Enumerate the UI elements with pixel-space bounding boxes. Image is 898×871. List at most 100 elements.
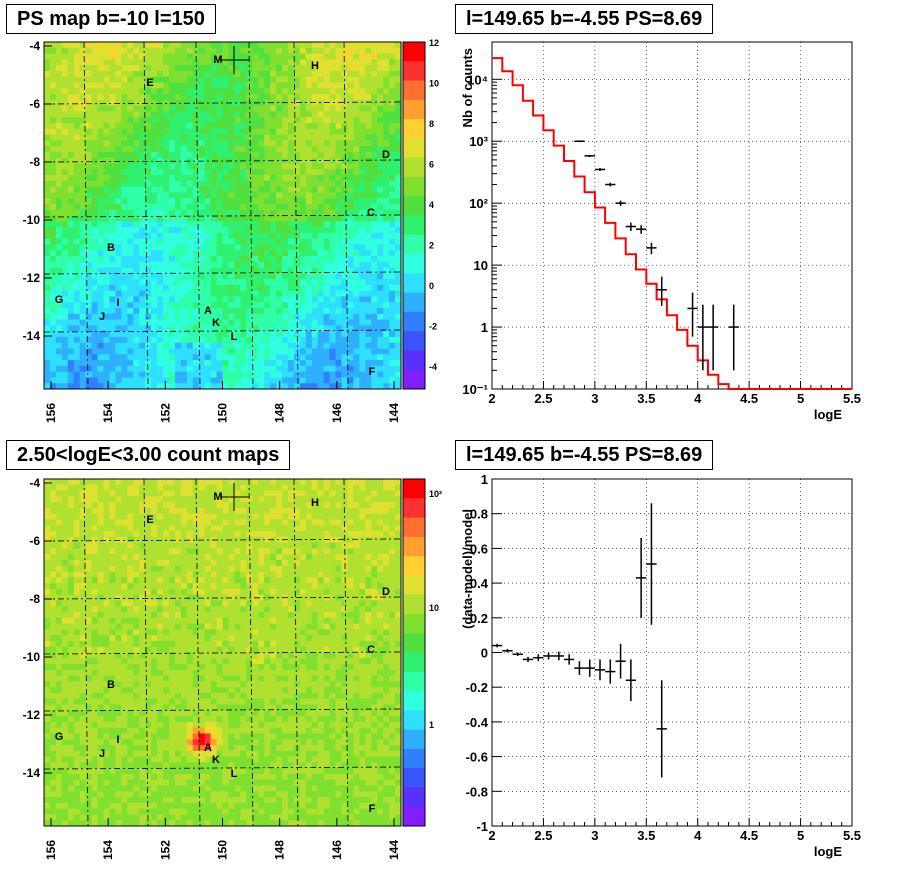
count-source-label-c: C — [367, 644, 375, 656]
residual-x-tick-label: 5 — [797, 828, 804, 843]
residual-y-tick-label: -1 — [476, 819, 488, 834]
ps-map-grid-line — [43, 159, 402, 163]
ps-source-label-e: E — [146, 77, 153, 89]
spectrum-x-tick-label: 2 — [488, 391, 495, 406]
residual-y-tick-label: -0.8 — [466, 784, 488, 799]
spectrum-title: l=149.65 b=-4.55 PS=8.69 — [455, 4, 714, 34]
count-map-y-tick-label: -8 — [29, 592, 40, 606]
count-map-y-tick-label: -12 — [23, 708, 41, 722]
count-map-grid-line — [43, 766, 402, 770]
count-colorbar-cell — [403, 710, 425, 731]
residual-y-tick-label: 0.4 — [470, 576, 489, 591]
ps-colorbar-cell — [403, 273, 425, 294]
ps-colorbar-tick-label: 12 — [429, 38, 439, 48]
ps-map-grid-line — [293, 41, 299, 390]
residual-x-tick-label: 4 — [694, 828, 702, 843]
count-colorbar-tick-label: 10 — [429, 603, 439, 613]
count-colorbar-cell — [403, 806, 425, 827]
count-source-label-f: F — [369, 803, 376, 815]
count-source-label-m: M — [213, 491, 222, 503]
residual-x-tick-label: 3.5 — [637, 828, 655, 843]
residual-y-tick-label: 0.8 — [470, 507, 488, 522]
residual-y-tick-label: 0.6 — [470, 541, 488, 556]
residual-x-tick-label: 5.5 — [843, 828, 861, 843]
spectrum-y-tick-label: 10² — [469, 196, 488, 211]
ps-colorbar-cell — [403, 350, 425, 371]
count-colorbar-cell — [403, 479, 425, 499]
spectrum-y-tick-label: 10⁻¹ — [462, 382, 488, 397]
spectrum-x-tick-label: 5 — [797, 391, 804, 406]
ps-colorbar-cell — [403, 311, 425, 332]
count-colorbar-frame — [402, 478, 426, 827]
residual-y-tick-label: -0.2 — [466, 680, 488, 695]
ps-map-y-tick-label: -14 — [23, 329, 41, 343]
spectrum-y-label: Nb of counts — [460, 48, 475, 127]
spectrum-x-label: logE — [814, 407, 842, 422]
residual-x-tick-label: 3 — [591, 828, 598, 843]
count-map-y-tick-label: -6 — [29, 534, 40, 548]
count-map-title: 2.50<logE<3.00 count maps — [6, 440, 291, 470]
count-map-y-tick-label: -4 — [29, 476, 40, 490]
ps-colorbar-cell — [403, 61, 425, 82]
ps-source-label-m: M — [213, 54, 222, 66]
count-source-label-d: D — [382, 586, 390, 598]
ps-map-grid-line — [343, 41, 349, 390]
ps-map-grid-line — [195, 41, 201, 390]
spectrum-frame — [491, 41, 853, 390]
ps-colorbar-tick-label: -4 — [429, 362, 437, 372]
count-map-frame — [43, 478, 402, 827]
count-map-x-tick-label: 144 — [387, 840, 401, 860]
count-map-grid-line — [43, 651, 402, 655]
count-source-label-j: J — [99, 748, 105, 760]
ps-map-grid-line — [43, 214, 402, 218]
residual-x-tick-label: 4.5 — [740, 828, 758, 843]
ps-map-title: PS map b=-10 l=150 — [6, 4, 216, 34]
ps-map-x-tick-label: 152 — [158, 403, 172, 423]
count-colorbar-cell — [403, 498, 425, 519]
ps-colorbar-cell — [403, 157, 425, 178]
ps-map-x-tick-label: 148 — [273, 403, 287, 423]
ps-colorbar-cell — [403, 196, 425, 216]
residual-x-label: logE — [814, 844, 842, 859]
count-map-y-tick-label: -10 — [23, 650, 41, 664]
count-map-x-tick-label: 156 — [44, 840, 58, 860]
count-colorbar-tick-label: 10² — [429, 489, 442, 499]
count-colorbar-cell — [403, 729, 425, 750]
ps-map-grid-line — [143, 41, 149, 390]
count-map-x-tick-label: 146 — [330, 840, 344, 860]
ps-colorbar-cell — [403, 331, 425, 351]
ps-map-grid-line — [43, 271, 402, 275]
ps-map-x-tick-label: 154 — [101, 403, 115, 423]
ps-colorbar-cell — [403, 234, 425, 255]
count-colorbar-cell — [403, 556, 425, 576]
ps-colorbar-cell — [403, 99, 425, 120]
ps-colorbar-cell — [403, 292, 425, 313]
ps-colorbar-cell — [403, 369, 425, 390]
ps-source-label-c: C — [367, 207, 375, 219]
spectrum-y-tick-label: 1 — [481, 320, 488, 335]
ps-map-plot — [44, 42, 402, 390]
count-colorbar-cell — [403, 633, 425, 653]
spectrum-model-histogram — [492, 57, 852, 390]
ps-colorbar-cell — [403, 42, 425, 62]
residual-x-tick-label: 2 — [488, 828, 495, 843]
spectrum-x-tick-label: 4.5 — [740, 391, 758, 406]
spectrum-y-tick-label: 10⁴ — [467, 72, 488, 87]
count-map-x-tick-label: 154 — [101, 840, 115, 860]
count-source-label-k: K — [212, 754, 220, 766]
ps-colorbar-tick-label: 8 — [429, 119, 434, 129]
ps-colorbar-cell — [403, 138, 425, 159]
residual-y-tick-label: -0.6 — [466, 750, 488, 765]
count-colorbar-cell — [403, 594, 425, 615]
ps-map-y-tick-label: -12 — [23, 271, 41, 285]
ps-source-label-d: D — [382, 149, 390, 161]
ps-map-grid-line — [43, 329, 402, 333]
ps-map-x-tick-label: 144 — [387, 403, 401, 423]
ps-map-frame — [43, 41, 402, 390]
ps-colorbar-tick-label: -2 — [429, 322, 437, 332]
count-map-y-tick-label: -14 — [23, 766, 41, 780]
count-colorbar-cell — [403, 613, 425, 634]
ps-colorbar-cell — [403, 215, 425, 236]
count-colorbar-cell — [403, 536, 425, 557]
ps-colorbar-tick-label: 6 — [429, 160, 434, 170]
